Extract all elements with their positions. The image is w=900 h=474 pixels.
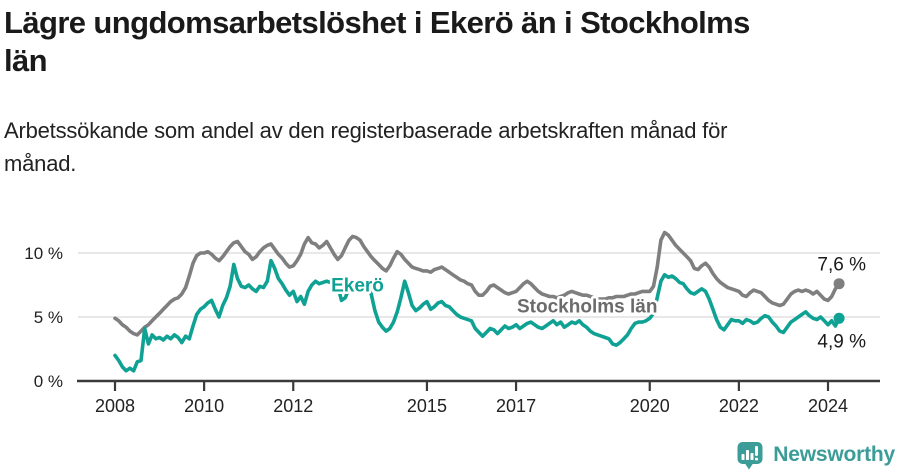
x-tick-label: 2015 [407, 396, 447, 416]
brand-name: Newsworthy [773, 443, 895, 466]
y-axis-label: 5 % [34, 308, 63, 327]
x-tick-label: 2020 [630, 396, 670, 416]
series-label-ekero: Ekerö [331, 275, 384, 296]
title-line-2: län [4, 42, 48, 78]
series-label-stockholms-lan: Stockholms län [517, 297, 657, 318]
series-line-ekero [113, 258, 841, 373]
x-tick-label: 2008 [95, 396, 135, 416]
x-tick-label: 2010 [184, 396, 224, 416]
y-axis-label: 10 % [24, 244, 63, 263]
y-axis-label: 0 % [34, 372, 63, 391]
end-value-label-stockholms-lan: 7,6 % [817, 255, 866, 276]
chart-header: Lägre ungdomsarbetslöshet i Ekerö än i S… [4, 4, 896, 180]
page-title: Lägre ungdomsarbetslöshet i Ekerö än i S… [4, 4, 896, 80]
series-line-stockholms-lan [113, 230, 841, 337]
brand-footer: Newsworthy [736, 440, 895, 470]
x-tick-label: 2022 [719, 396, 759, 416]
series-end-dot-ekero [833, 312, 845, 324]
x-tick-label: 2012 [273, 396, 313, 416]
series-end-dot-stockholms-lan [833, 278, 845, 290]
chart-subtitle: Arbetssökande som andel av den registerb… [4, 117, 728, 176]
title-line-1: Lägre ungdomsarbetslöshet i Ekerö än i S… [4, 5, 750, 40]
newsworthy-logo-icon [737, 442, 763, 470]
end-value-label-ekero: 4,9 % [817, 331, 866, 352]
x-tick-label: 2024 [808, 396, 848, 416]
x-tick-label: 2017 [496, 396, 536, 416]
